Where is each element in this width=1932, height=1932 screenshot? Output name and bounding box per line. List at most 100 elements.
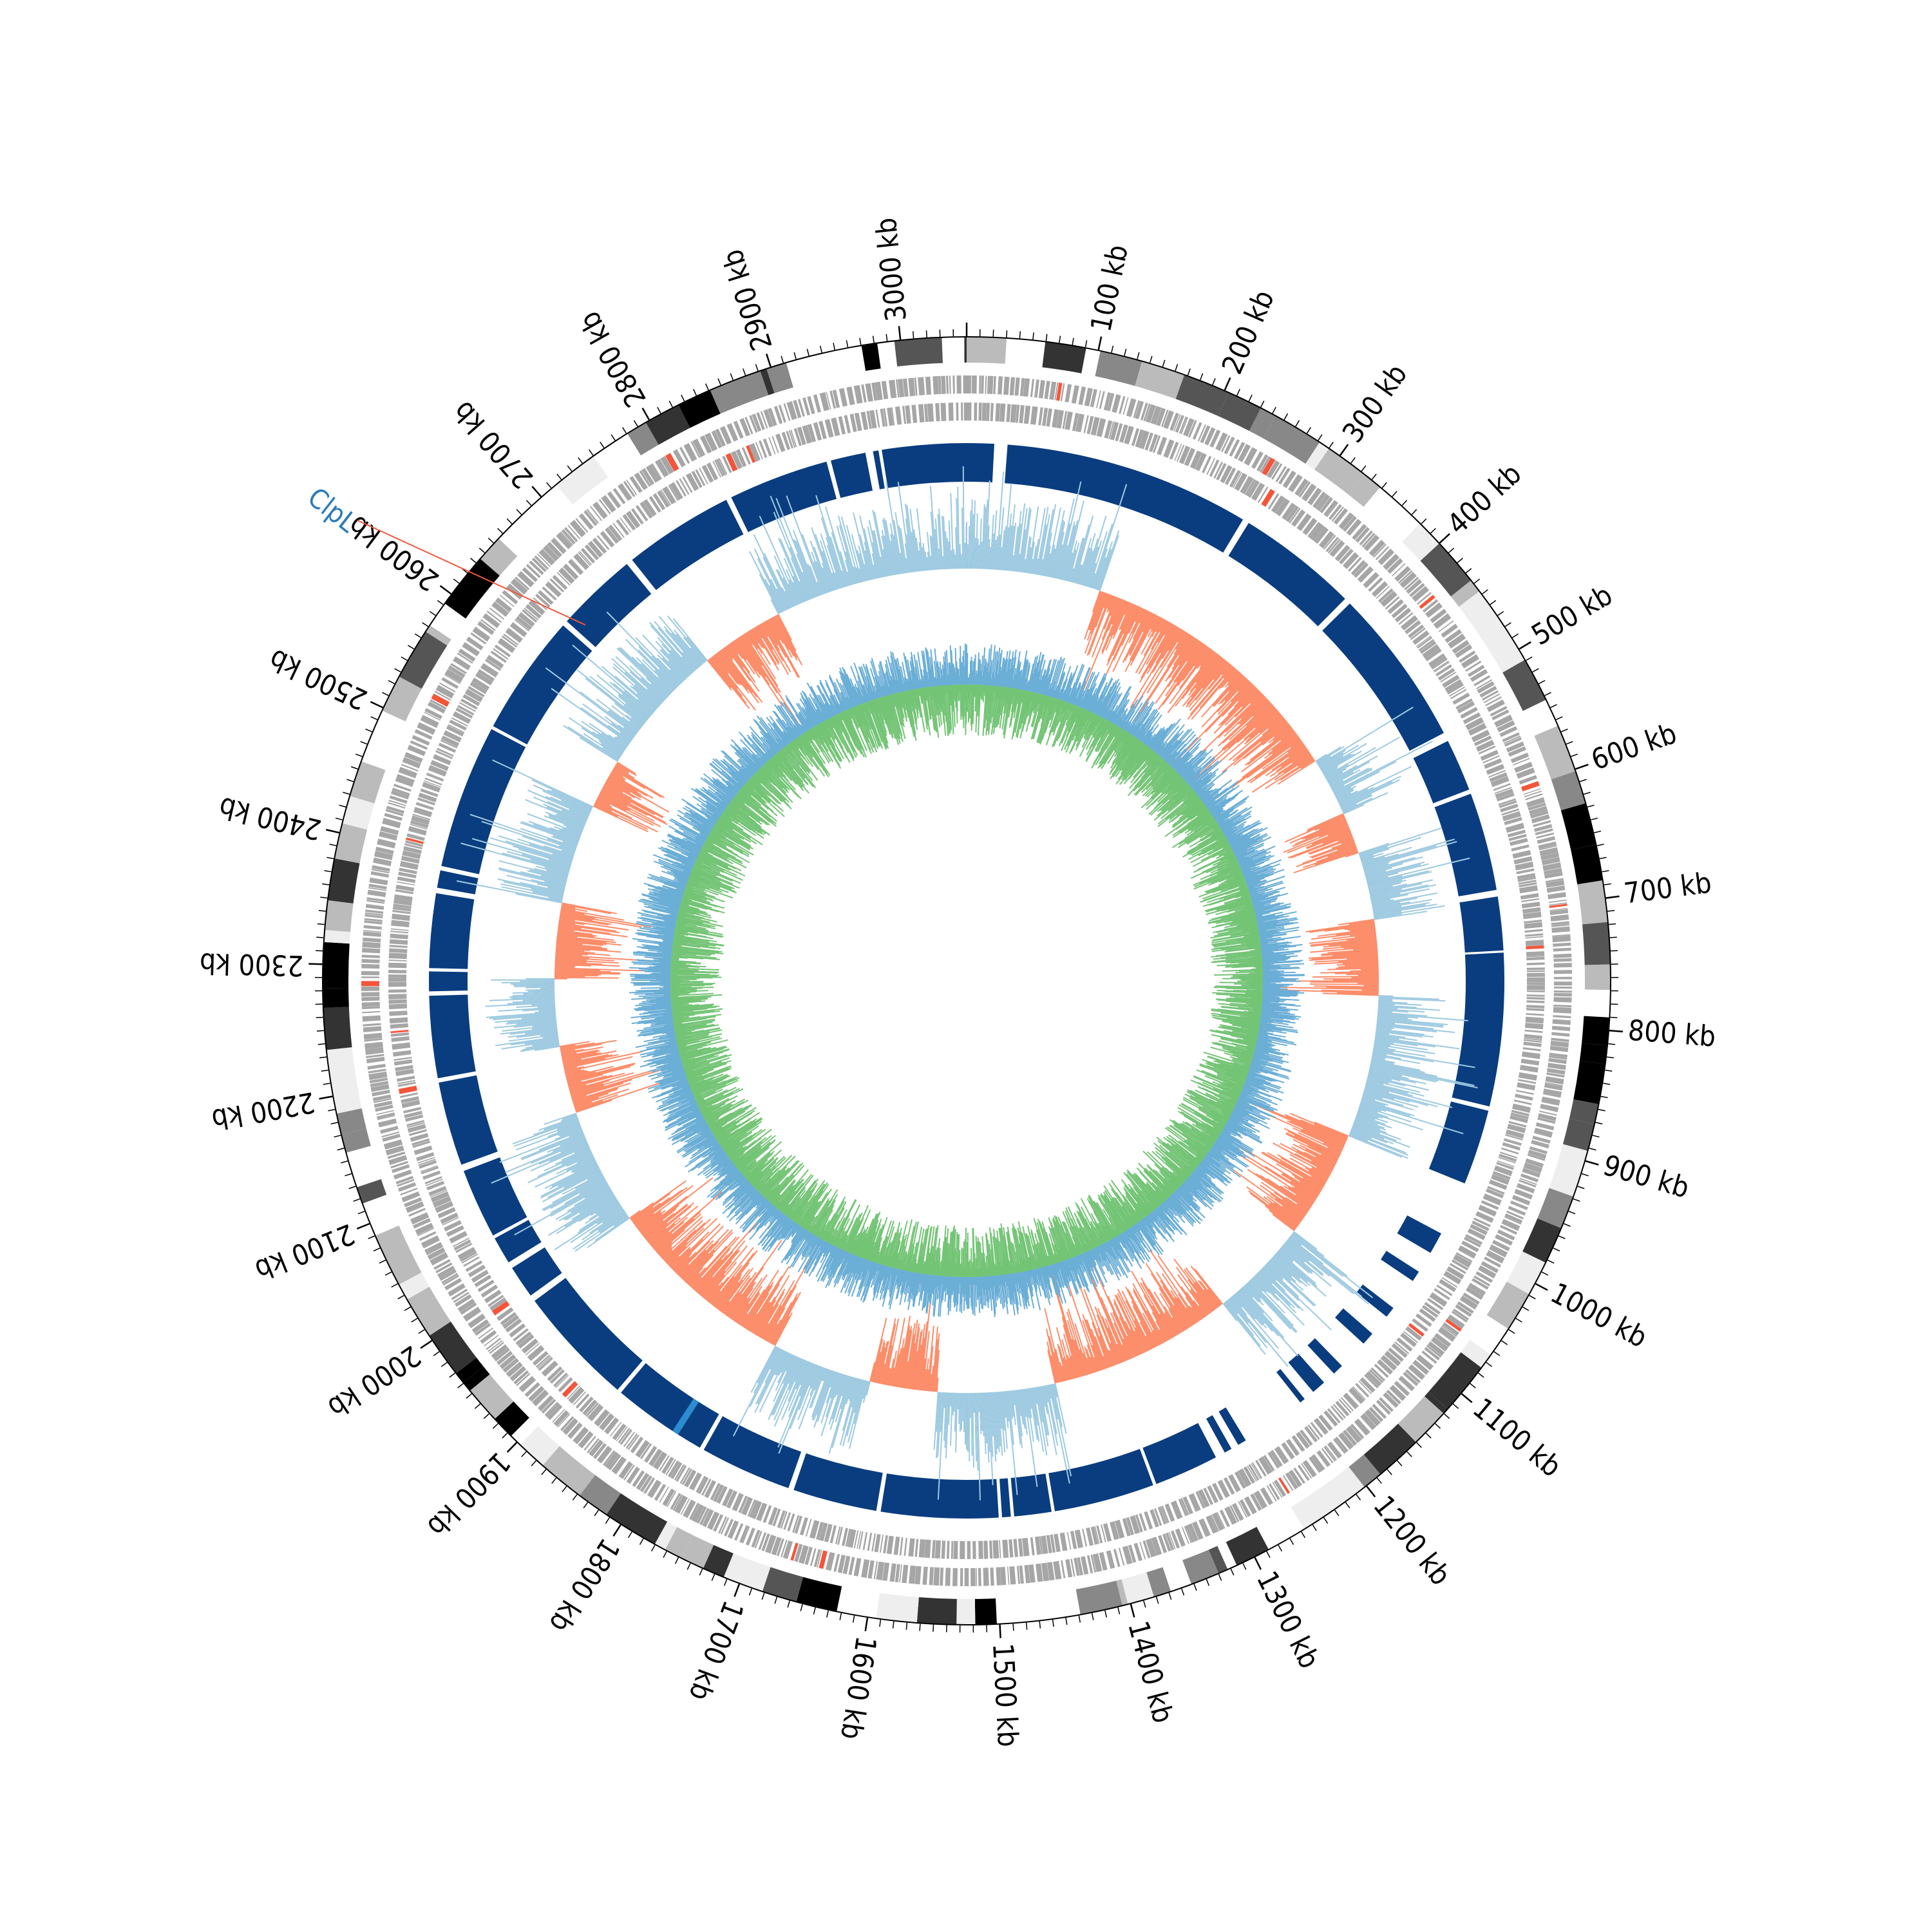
gene-feature — [1311, 1454, 1325, 1472]
skew-bar — [1125, 1286, 1157, 1347]
skew-bar — [1009, 526, 1015, 571]
skew-bar — [846, 1379, 863, 1437]
gene-feature — [450, 663, 467, 674]
skew-bar — [1260, 1269, 1300, 1309]
gene-feature — [460, 1302, 477, 1315]
gene-feature — [1104, 420, 1113, 439]
gene-feature — [971, 375, 977, 394]
skew-bar — [781, 1360, 808, 1421]
skew-bar — [748, 1265, 790, 1332]
skew-bar — [547, 1170, 601, 1198]
gene-feature — [1387, 599, 1404, 614]
gene-feature — [443, 730, 462, 743]
skew-bar — [594, 802, 612, 812]
skew-bar — [596, 674, 650, 719]
gene-feature — [416, 1152, 435, 1162]
skew-bar — [1327, 846, 1357, 858]
skew-bar — [1061, 1339, 1074, 1379]
gc-bar-up — [1054, 673, 1064, 699]
gene-feature — [380, 826, 399, 835]
skew-bar — [994, 536, 998, 570]
skew-bar — [543, 1177, 605, 1211]
skew-bar — [669, 669, 683, 683]
skew-bar — [1003, 527, 1010, 571]
skew-bar — [800, 1361, 811, 1385]
minor-tick — [627, 1531, 632, 1539]
skew-bar — [552, 1137, 586, 1152]
skew-bar — [883, 1345, 893, 1385]
skew-bar — [1173, 636, 1193, 666]
synteny-block — [1380, 1251, 1419, 1282]
gene-feature — [1159, 1506, 1168, 1524]
gene-feature — [518, 612, 535, 627]
gc-bar-up — [1037, 679, 1042, 694]
gene-feature — [1162, 1533, 1171, 1552]
skew-bar — [1271, 732, 1296, 751]
gene-feature — [1153, 435, 1161, 453]
gene-feature — [555, 1374, 569, 1388]
gene-feature — [1396, 1337, 1413, 1352]
skew-bar — [520, 822, 579, 844]
gene-feature — [389, 948, 408, 953]
skew-bar — [870, 1318, 887, 1382]
skew-bar — [1368, 1071, 1416, 1084]
skew-bar — [859, 515, 875, 580]
gc-bar-down — [1036, 696, 1052, 743]
skew-bar — [1031, 545, 1037, 574]
skew-bar — [1141, 623, 1173, 679]
gene-feature — [1350, 560, 1366, 576]
skew-bar — [1101, 600, 1126, 654]
gene-feature — [397, 1179, 415, 1187]
gene-feature — [422, 1170, 441, 1180]
skew-bar — [1213, 688, 1259, 734]
skew-bar — [522, 853, 571, 869]
gc-bar-up — [978, 659, 981, 685]
gene-feature — [483, 1334, 499, 1347]
skew-bar — [1311, 828, 1350, 845]
gene-feature — [696, 1506, 707, 1524]
gene-feature — [462, 1307, 482, 1322]
skew-bar — [547, 789, 592, 811]
minor-tick — [1350, 457, 1356, 464]
gene-feature — [598, 498, 611, 515]
skew-bar — [650, 1205, 699, 1246]
gene-feature — [397, 876, 416, 884]
gene-feature — [618, 1428, 630, 1444]
gene-feature — [1473, 1217, 1491, 1227]
skew-bar — [1293, 1139, 1338, 1162]
skew-bar — [1112, 608, 1144, 672]
gc-bar-down — [1049, 698, 1057, 721]
minor-tick — [1012, 1624, 1014, 1631]
gene-feature — [1139, 1513, 1147, 1531]
skew-bar — [874, 1340, 886, 1383]
skew-bar — [1373, 1046, 1426, 1057]
skew-bar — [1374, 1043, 1435, 1055]
skew-bar — [1368, 1070, 1426, 1084]
skew-bar — [1290, 1235, 1344, 1277]
skew-bar — [1363, 1091, 1419, 1108]
gene-feature — [1477, 681, 1495, 694]
synteny-block — [429, 994, 476, 1079]
skew-bar — [767, 620, 800, 678]
gc-bar-up — [1051, 690, 1055, 697]
gc-bar-up — [991, 672, 994, 686]
minor-tick — [1598, 1108, 1605, 1112]
skew-bar — [1143, 618, 1165, 656]
gene-feature — [393, 904, 412, 909]
skew-bar — [1376, 1025, 1394, 1029]
skew-bar — [1146, 622, 1171, 665]
skew-bar — [668, 660, 687, 680]
skew-bar — [1000, 529, 1005, 571]
skew-bar — [1347, 925, 1376, 931]
minor-tick — [806, 348, 810, 356]
gene-feature — [472, 1271, 489, 1283]
skew-bar — [1159, 1329, 1167, 1342]
skew-bar — [550, 796, 590, 815]
skew-bar — [1034, 558, 1039, 575]
skew-bar — [1169, 648, 1211, 705]
gene-feature — [1499, 726, 1518, 737]
gene-feature — [397, 1079, 416, 1084]
skew-bar — [556, 1155, 594, 1175]
gene-feature — [1412, 1318, 1428, 1332]
skew-bar — [598, 1211, 626, 1231]
